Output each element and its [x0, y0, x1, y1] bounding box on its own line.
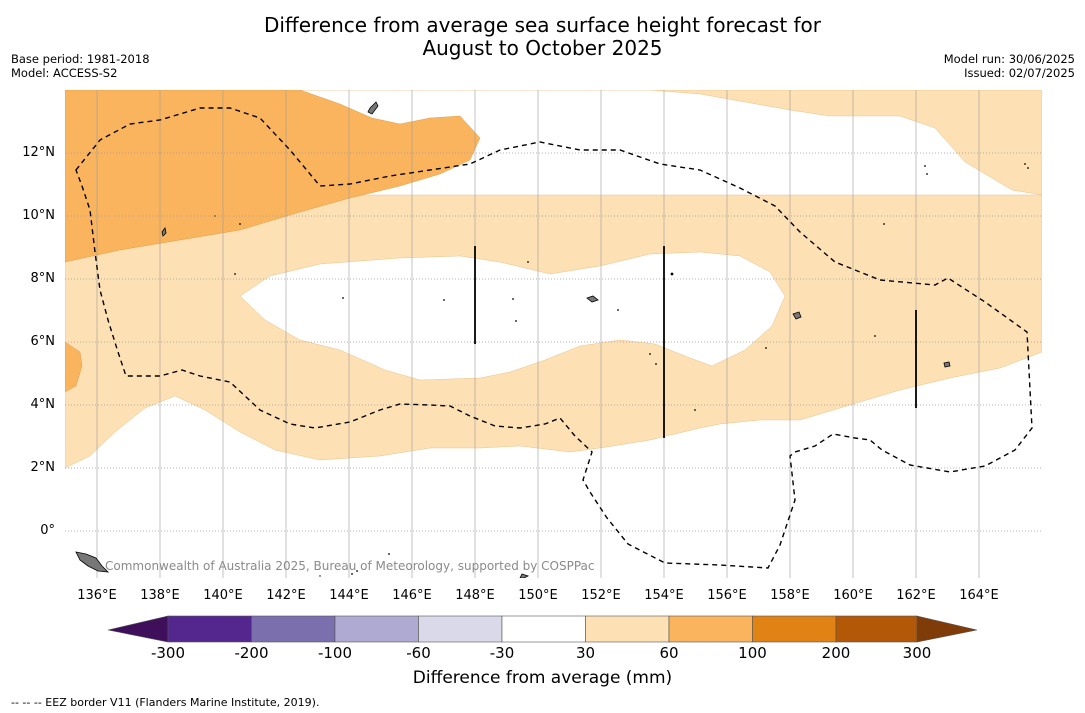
tiny-islet-dots: [214, 163, 1029, 577]
cb-tick-300: 300: [902, 644, 932, 662]
base-period-text: Base period: 1981-2018: [11, 52, 150, 66]
guam-island: [367, 101, 379, 115]
meta-left: Base period: 1981-2018 Model: ACCESS-S2: [11, 52, 150, 80]
admiralty-island: [519, 573, 530, 578]
island-markers: [75, 101, 951, 578]
colorbar-bin-5: [501, 615, 586, 643]
lon-label-154e: 154°E: [644, 588, 684, 603]
lon-label-148e: 148°E: [455, 588, 495, 603]
cb-tick-m200: -200: [234, 644, 269, 662]
lat-label-8n: 8°N: [30, 271, 56, 286]
map-title: Difference from average sea surface heig…: [0, 14, 1085, 60]
colorbar-bin-4: [418, 615, 503, 643]
cb-tick-m30: -30: [489, 644, 515, 662]
lat-label-4n: 4°N: [30, 397, 56, 412]
lon-label-146e: 146°E: [392, 588, 432, 603]
issued-text: Issued: 02/07/2025: [964, 66, 1075, 80]
lon-label-150e: 150°E: [518, 588, 558, 603]
lat-label-2n: 2°N: [30, 460, 56, 475]
colorbar-extend-low: [107, 615, 169, 643]
colorbar-title: Difference from average (mm): [412, 668, 673, 688]
cb-tick-200: 200: [821, 644, 851, 662]
colorbar-bin-7: [668, 615, 753, 643]
cb-tick-60: 60: [659, 644, 679, 662]
colorbar-bin-9: [835, 615, 918, 643]
lon-label-138e: 138°E: [140, 588, 180, 603]
colorbar-bin-8: [752, 615, 837, 643]
lon-label-136e: 136°E: [77, 588, 117, 603]
eez-border-segments: [474, 246, 917, 438]
lat-gridlines: [65, 152, 1042, 532]
map-area: [65, 90, 1042, 578]
eez-footnote: -- -- -- EEZ border V11 (Flanders Marine…: [11, 696, 320, 709]
lat-label-0: 0°: [40, 523, 55, 538]
lon-label-152e: 152°E: [581, 588, 621, 603]
kosrae-island: [943, 361, 951, 368]
meta-right: Model run: 30/06/2025 Issued: 02/07/2025: [944, 52, 1075, 80]
anomaly-60-100-small-region: [65, 341, 83, 393]
cb-tick-100: 100: [738, 644, 767, 662]
lat-label-12n: 12°N: [22, 145, 55, 160]
lon-label-158e: 158°E: [770, 588, 810, 603]
colorbar-bin-1: [167, 615, 252, 643]
cb-tick-30: 30: [575, 644, 596, 662]
title-line-1: Difference from average sea surface heig…: [263, 13, 822, 37]
lon-label-162e: 162°E: [896, 588, 936, 603]
cb-tick-m300: -300: [150, 644, 186, 662]
lon-label-142e: 142°E: [266, 588, 306, 603]
lat-label-10n: 10°N: [22, 208, 55, 223]
title-line-2: August to October 2025: [422, 36, 663, 60]
eez-boundary-lines: [75, 107, 1033, 569]
model-text: Model: ACCESS-S2: [11, 66, 118, 80]
new-guinea-coast-island: [75, 551, 110, 573]
cb-tick-m60: -60: [406, 644, 431, 662]
lon-label-144e: 144°E: [329, 588, 369, 603]
pohnpei-island: [792, 311, 802, 320]
lat-label-6n: 6°N: [30, 334, 56, 349]
palau-island: [161, 227, 167, 237]
colorbar-bin-2: [251, 615, 336, 643]
colorbar-bin-3: [334, 615, 419, 643]
lon-label-156e: 156°E: [707, 588, 747, 603]
colorbar-extend-high: [916, 615, 978, 643]
lon-label-140e: 140°E: [203, 588, 243, 603]
chuuk-island: [586, 295, 599, 303]
copyright-text: Commonwealth of Australia 2025, Bureau o…: [105, 559, 595, 573]
lon-label-160e: 160°E: [833, 588, 873, 603]
colorbar-bin-6: [585, 615, 670, 643]
colorbar: [107, 615, 978, 643]
anomaly-60-100-region: [65, 90, 481, 263]
model-run-text: Model run: 30/06/2025: [943, 52, 1075, 66]
lon-label-164e: 164°E: [959, 588, 999, 603]
cb-tick-m100: -100: [317, 644, 353, 662]
neutral-region: [239, 251, 786, 381]
